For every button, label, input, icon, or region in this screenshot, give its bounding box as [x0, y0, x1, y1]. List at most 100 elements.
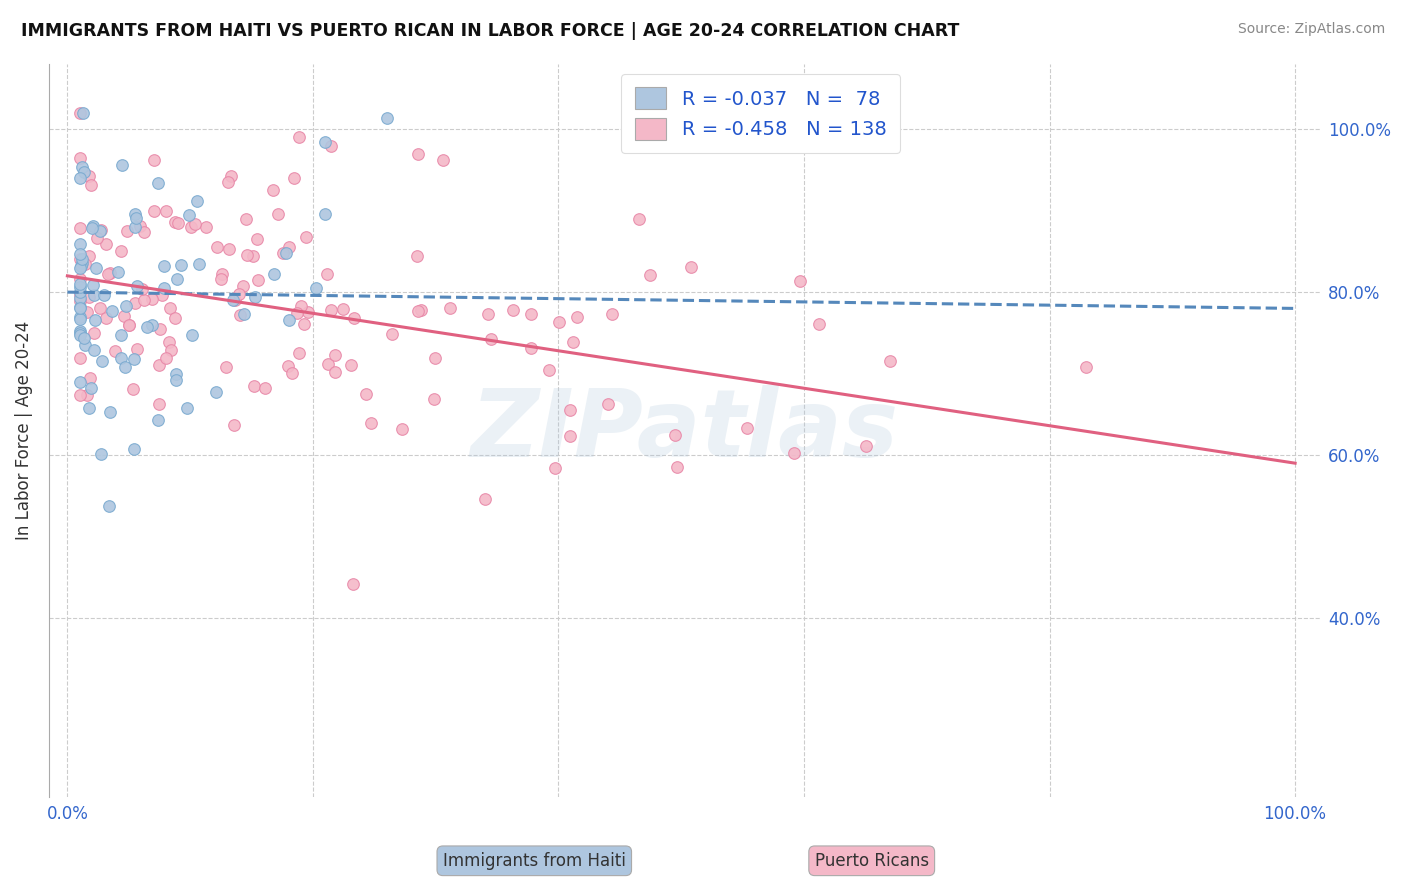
Point [122, 382, 145, 396]
Point [146, 412, 169, 426]
Point [314, 135, 336, 149]
Text: ZIPatlas: ZIPatlas [470, 384, 898, 476]
Point [127, 342, 149, 356]
Point [176, 401, 198, 415]
Point [783, 445, 806, 459]
Point [544, 461, 567, 475]
Point [360, 416, 382, 430]
Point [90, 447, 112, 461]
Point [180, 220, 202, 235]
Point [278, 239, 301, 253]
Point [283, 170, 305, 185]
Point [342, 576, 364, 591]
Point [134, 293, 156, 307]
Point [72, 106, 94, 120]
Point [262, 183, 284, 197]
Legend: R = -0.037   N =  78, R = -0.458   N = 138: R = -0.037 N = 78, R = -0.458 N = 138 [621, 74, 900, 153]
Point [77, 249, 100, 263]
Point [141, 293, 163, 307]
Point [422, 392, 444, 406]
Point [69, 387, 91, 401]
Point [141, 318, 163, 333]
Point [150, 288, 173, 302]
Point [148, 397, 170, 411]
Point [184, 217, 207, 231]
Point [69, 310, 91, 324]
Point [79, 401, 101, 415]
Point [354, 387, 377, 401]
Point [316, 358, 339, 372]
Point [558, 429, 581, 443]
Point [211, 268, 233, 282]
Point [855, 439, 877, 453]
Point [406, 147, 429, 161]
Point [375, 111, 398, 125]
Point [381, 327, 404, 342]
Point [94, 237, 117, 252]
Point [246, 232, 269, 246]
Point [520, 341, 543, 355]
Point [69, 294, 91, 309]
Point [122, 351, 145, 366]
Point [155, 351, 177, 366]
Text: Source: ZipAtlas.com: Source: ZipAtlas.com [1237, 22, 1385, 37]
Point [110, 351, 132, 366]
Point [217, 175, 239, 189]
Point [165, 368, 187, 382]
Point [89, 301, 111, 315]
Point [80, 178, 103, 192]
Point [243, 379, 266, 393]
Point [127, 279, 149, 293]
Point [222, 293, 245, 308]
Point [406, 249, 429, 263]
Point [148, 321, 170, 335]
Point [69, 252, 91, 267]
Point [152, 281, 174, 295]
Point [72, 160, 94, 174]
Point [232, 279, 254, 293]
Point [118, 318, 141, 333]
Point [562, 335, 585, 350]
Point [319, 138, 342, 153]
Point [157, 334, 180, 349]
Point [242, 249, 264, 263]
Point [235, 212, 257, 227]
Point [638, 268, 661, 283]
Point [75, 257, 97, 271]
Point [83, 288, 105, 302]
Point [288, 345, 311, 359]
Point [789, 274, 811, 288]
Point [110, 328, 132, 343]
Point [69, 237, 91, 252]
Point [69, 277, 91, 292]
Point [69, 261, 91, 276]
Point [290, 299, 312, 313]
Point [104, 343, 127, 358]
Point [323, 348, 346, 362]
Point [305, 280, 328, 294]
Point [520, 307, 543, 321]
Point [423, 351, 446, 365]
Point [89, 224, 111, 238]
Point [339, 358, 361, 372]
Text: Immigrants from Haiti: Immigrants from Haiti [443, 852, 626, 870]
Point [97, 267, 120, 281]
Point [69, 326, 91, 341]
Point [76, 388, 98, 402]
Point [229, 308, 252, 322]
Point [77, 289, 100, 303]
Point [276, 246, 298, 260]
Point [69, 301, 91, 315]
Point [233, 307, 256, 321]
Point [474, 491, 496, 506]
Point [479, 332, 502, 346]
Point [342, 310, 364, 325]
Point [1076, 359, 1098, 374]
Point [115, 224, 138, 238]
Point [236, 248, 259, 262]
Point [69, 246, 91, 260]
Point [548, 315, 571, 329]
Point [285, 305, 308, 319]
Point [69, 301, 91, 315]
Point [207, 240, 229, 254]
